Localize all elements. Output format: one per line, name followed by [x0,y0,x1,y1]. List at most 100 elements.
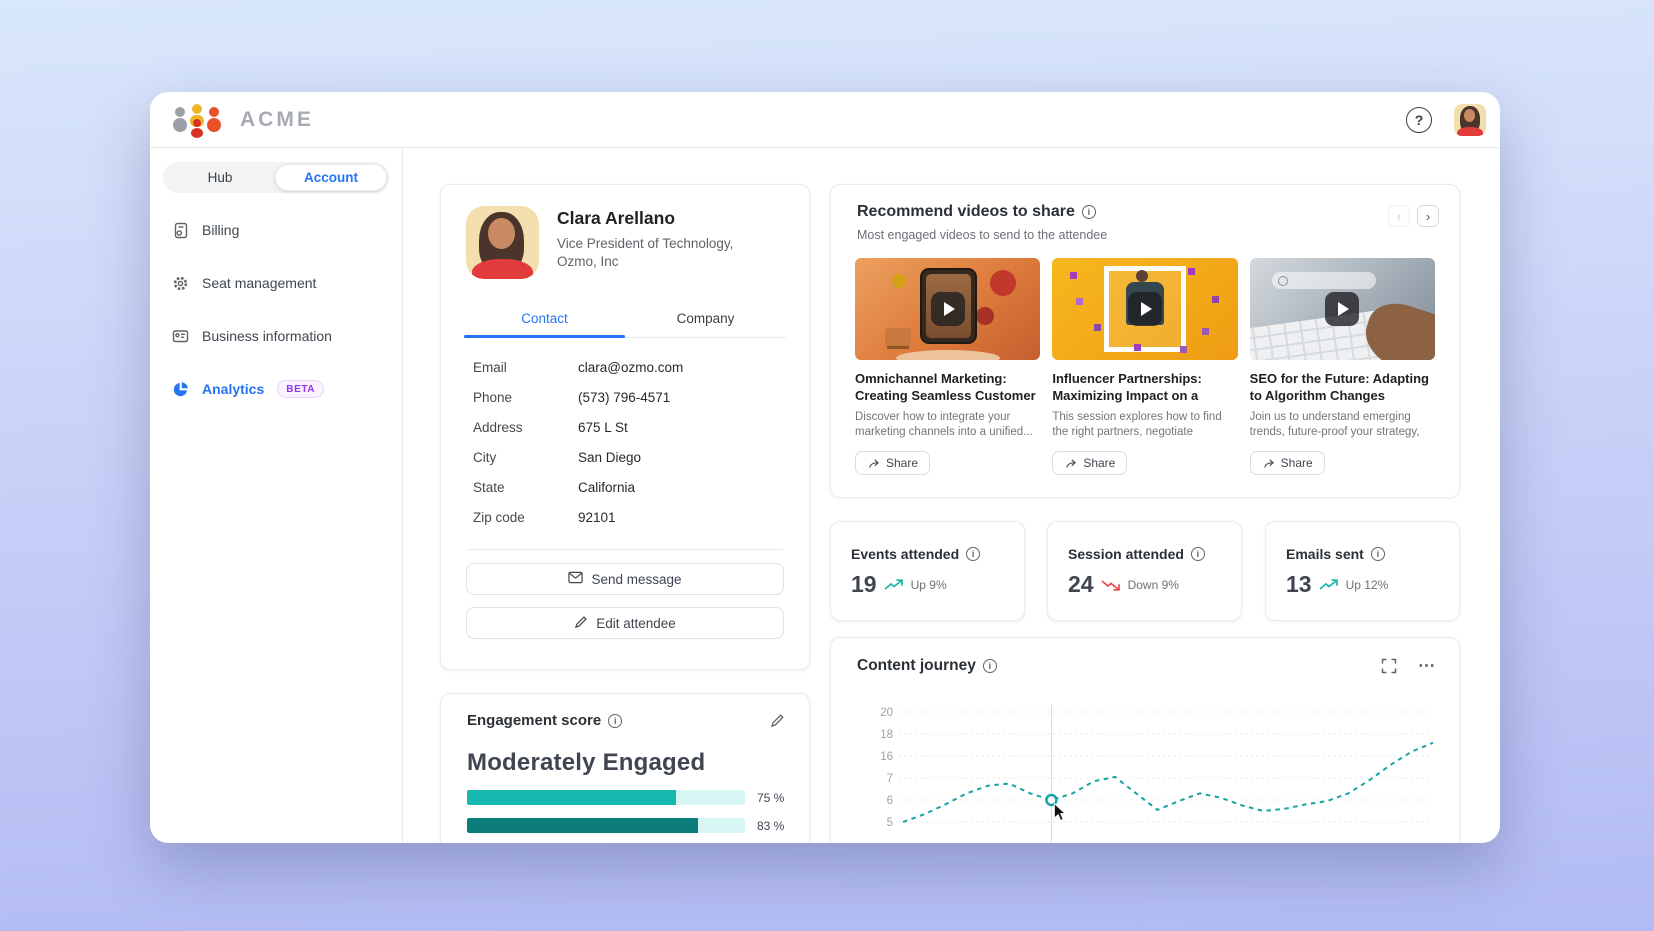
send-message-button[interactable]: Send message [466,563,784,595]
share-icon [1066,458,1077,468]
video-title: SEO for the Future: Adapting to Algorith… [1249,371,1429,403]
id-card-icon [172,328,189,345]
video-card: Influencer Partnerships: Maximizing Impa… [1052,258,1238,475]
stat-card-session-attended: Session attended i 24 Down 9% [1047,521,1242,621]
progress-bar [467,818,745,833]
svg-text:5: 5 [887,817,893,829]
avatar-shirt [1456,126,1484,136]
pie-chart-icon [172,381,189,398]
video-thumbnail[interactable] [1249,258,1435,360]
sidebar-item-label: Business information [202,328,332,344]
trend-label: Up 12% [1345,577,1389,592]
detail-row-city: City San Diego [473,442,777,472]
svg-text:16: 16 [880,751,893,763]
stat-title: Emails sent [1286,546,1364,562]
engagement-title: Engagement score [467,712,602,729]
share-label: Share [886,456,919,470]
info-icon[interactable]: i [1190,547,1205,561]
video-card: SEO for the Future: Adapting to Algorith… [1249,258,1435,475]
stat-card-emails-sent: Emails sent i 13 Up 12% [1265,521,1460,621]
sidebar-item-business-information[interactable]: Business information [163,319,389,353]
edit-attendee-label: Edit attendee [596,615,676,631]
share-label: Share [1083,456,1116,470]
video-thumbnail[interactable] [855,258,1041,360]
detail-value: (573) 796-4571 [578,389,671,405]
detail-row-phone: Phone (573) 796-4571 [473,382,777,412]
tab-company[interactable]: Company [676,311,735,326]
info-icon[interactable]: i [982,659,997,673]
edit-attendee-button[interactable]: Edit attendee [466,607,784,639]
acme-logo-icon [173,103,221,138]
info-icon[interactable]: i [1370,547,1385,561]
profile-tabs: Contact Company [464,301,786,338]
share-button[interactable]: Share [1249,451,1325,475]
video-description: Join us to understand emerging trends, f… [1249,411,1420,438]
app-window: ACME ? Hub Account [150,92,1500,843]
svg-text:6: 6 [887,795,893,807]
carousel-next-button[interactable]: › [1417,205,1439,227]
carousel-prev-button[interactable]: ‹ [1388,205,1410,227]
attendee-profile: Clara Arellano Vice President of Technol… [441,185,809,279]
share-button[interactable]: Share [1052,451,1128,475]
video-thumbnail[interactable] [1052,258,1238,360]
info-icon[interactable]: i [608,713,623,728]
brand: ACME [170,102,314,138]
more-options-icon[interactable]: ⋯ [1418,656,1435,675]
pencil-icon [574,615,588,632]
info-icon[interactable]: i [1081,205,1096,219]
info-icon[interactable]: i [966,547,981,561]
video-title: Influencer Partnerships: Maximizing Impa… [1052,371,1202,403]
detail-row-zip: Zip code 92101 [473,502,777,532]
tab-contact[interactable]: Contact [464,301,625,338]
share-button[interactable]: Share [855,451,931,475]
progress-bar-fill [467,790,676,805]
envelope-icon [568,571,584,587]
edit-engagement-button[interactable] [770,713,785,728]
attendee-title: Vice President of Technology, Ozmo, Inc [557,235,733,271]
detail-label: Email [473,359,507,375]
video-description: Discover how to integrate your marketing… [855,411,1033,438]
detail-value: 675 L St [578,419,628,435]
hub-account-toggle: Hub Account [163,162,389,193]
toggle-account[interactable]: Account [275,164,387,191]
svg-text:7: 7 [887,773,893,785]
detail-value: San Diego [578,449,642,465]
carousel-nav: ‹ › [1388,205,1439,227]
attendee-title-line1: Vice President of Technology, [557,236,734,251]
detail-row-address: Address 675 L St [473,412,777,442]
engagement-score-card: Engagement score i Moderately Engaged 75… [440,693,810,843]
user-avatar[interactable] [1454,103,1486,136]
detail-row-email: Email clara@ozmo.com [473,352,777,382]
sidebar-item-billing[interactable]: Billing [163,213,389,247]
detail-label: Zip code [473,509,525,525]
svg-text:20: 20 [880,707,893,719]
toggle-hub[interactable]: Hub [207,170,233,185]
stat-value: 13 [1286,571,1312,597]
play-icon [1325,292,1360,326]
play-icon [930,292,965,326]
video-grid: Omnichannel Marketing: Creating Seamless… [831,242,1459,475]
content-journey-chart[interactable]: 20 18 16 7 6 5 [855,700,1437,843]
stat-card-events-attended: Events attended i 19 Up 9% [830,521,1025,621]
detail-row-state: State California [473,472,777,502]
video-card: Omnichannel Marketing: Creating Seamless… [855,258,1041,475]
progress-bar-fill [467,818,698,833]
sidebar-item-label: Seat management [202,275,317,291]
help-button[interactable]: ? [1406,106,1432,133]
progress-bar [467,790,745,805]
invoice-icon [172,222,189,239]
sidebar-item-label: Analytics [202,381,265,397]
recommend-videos-card: Recommend videos to share i Most engaged… [830,184,1460,498]
sidebar-item-analytics[interactable]: Analytics BETA [163,372,389,406]
trend-down-icon [1101,579,1120,591]
attendee-name: Clara Arellano [557,208,676,228]
send-message-label: Send message [591,571,682,587]
videos-subtitle: Most engaged videos to send to the atten… [857,228,1108,242]
trend-up-icon [884,578,903,590]
sidebar-item-label: Billing [202,222,240,238]
sidebar-item-seat-management[interactable]: Seat management [163,266,389,300]
content-journey-card: Content journey i ⋯ 20 18 16 7 6 5 [830,637,1460,843]
expand-icon[interactable] [1381,658,1397,674]
contact-details: Email clara@ozmo.com Phone (573) 796-457… [441,338,809,532]
engagement-bar-row: 83 % [441,818,809,833]
